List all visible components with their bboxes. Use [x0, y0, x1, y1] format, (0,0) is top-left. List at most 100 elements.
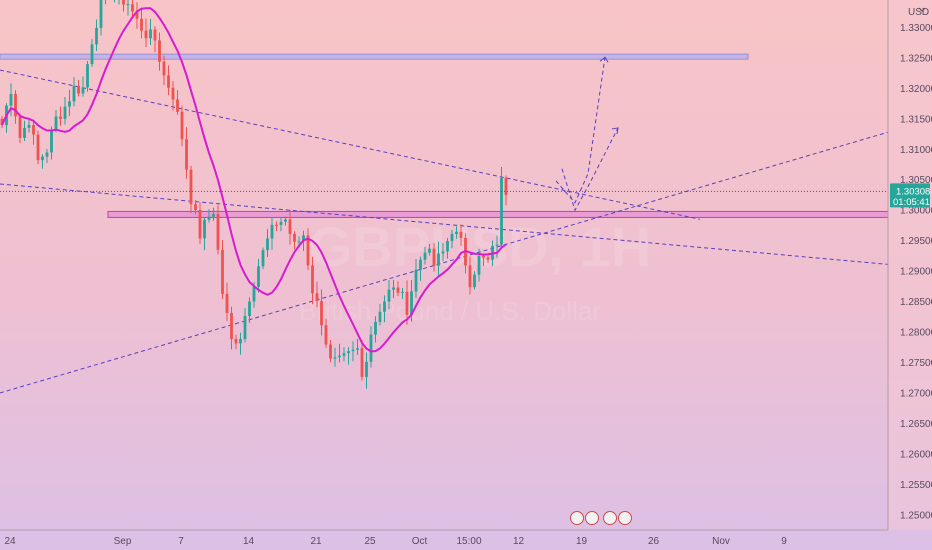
arrow-icon: [599, 56, 609, 63]
x-tick-label: 9: [781, 536, 787, 547]
trend-lines: [0, 69, 889, 394]
x-tick-label: Oct: [412, 536, 428, 547]
y-tick-label: 1.26000: [900, 449, 932, 460]
candle-body: [45, 152, 49, 157]
candle-body: [338, 355, 341, 358]
candle-body: [387, 289, 391, 302]
x-tick-label: 21: [310, 536, 322, 547]
candle-body: [486, 257, 490, 260]
candle-body: [428, 248, 431, 253]
candle-body: [306, 235, 310, 266]
trend-line: [0, 69, 701, 220]
events-markers[interactable]: [570, 511, 632, 525]
candle-body: [54, 116, 58, 130]
candle-body: [185, 139, 188, 170]
candle-body: [414, 269, 418, 292]
candle-body: [180, 111, 184, 140]
candle-body: [405, 291, 409, 315]
y-tick-label: 1.32500: [900, 53, 932, 64]
candle-body: [23, 127, 26, 138]
candle-body: [194, 204, 197, 211]
arrow-icon: [611, 127, 619, 135]
y-tick-label: 1.33000: [900, 23, 932, 34]
x-tick-labels: 24 Sep 7 14 21 25 Oct 15:00 12 19 26 Nov 9: [4, 536, 787, 547]
candle-body: [504, 177, 508, 195]
resistance-zone: [0, 53, 749, 60]
candle-body: [144, 30, 148, 39]
candle-body: [293, 233, 296, 242]
candle-body: [266, 238, 269, 251]
x-tick-label: 12: [513, 536, 525, 547]
candle-body: [77, 85, 80, 94]
candle-body: [252, 286, 256, 302]
candle-body: [122, 0, 125, 5]
price-scale[interactable]: USD 1.330001.325001.320001.315001.310001…: [887, 0, 932, 530]
candle-body: [419, 259, 422, 270]
candle-body: [401, 291, 404, 293]
candle-body: [482, 255, 485, 258]
event-flag-icon[interactable]: [585, 511, 599, 525]
candle-body: [59, 116, 62, 119]
time-scale[interactable]: 24 Sep 7 14 21 25 Oct 15:00 12 19 26 Nov 9: [0, 529, 932, 550]
candlesticks: [0, 0, 508, 389]
candle-body: [27, 124, 31, 128]
candle-body: [90, 44, 94, 65]
candle-body: [270, 224, 274, 239]
candle-body: [158, 40, 161, 62]
time-scale-background: [0, 530, 932, 550]
event-flag-icon[interactable]: [618, 511, 632, 525]
candle-body: [221, 249, 224, 294]
candle-body: [131, 4, 134, 12]
candle-body: [437, 253, 440, 266]
candle-body: [167, 75, 170, 88]
y-tick-labels: 1.33000 1.32500 1.32000 1.31500 1.31000 1.305…: [900, 23, 932, 521]
event-flag-icon[interactable]: [570, 511, 584, 525]
y-tick-label: 1.31500: [900, 114, 932, 125]
candle-body: [495, 244, 499, 246]
x-tick-label: 24: [4, 536, 16, 547]
candle-body: [342, 353, 346, 356]
price-badge-price: 1.30308: [896, 186, 930, 197]
candle-body: [72, 85, 76, 102]
currency-chevron-icon[interactable]: [918, 7, 926, 12]
candle-body: [135, 11, 139, 19]
y-tick-label: 1.26500: [900, 419, 932, 430]
candle-body: [140, 18, 143, 31]
x-tick-label: 14: [243, 536, 255, 547]
candle-body: [369, 334, 373, 362]
y-tick-label: 1.30500: [900, 175, 932, 186]
candle-body: [162, 61, 166, 76]
moving-average: [1, 7, 507, 353]
candle-body: [261, 250, 265, 267]
x-tick-label: 7: [178, 536, 184, 547]
candle-body: [216, 214, 220, 250]
candle-body: [347, 351, 350, 354]
candle-body: [212, 214, 215, 217]
projection-path: [561, 127, 619, 212]
candle-body: [459, 231, 463, 238]
y-tick-label: 1.29500: [900, 236, 932, 247]
candle-body: [423, 252, 427, 260]
candle-body: [41, 156, 44, 161]
y-tick-label: 1.25000: [900, 510, 932, 521]
ma-line: [1, 7, 507, 353]
candle-body: [153, 29, 157, 41]
candle-body: [365, 361, 368, 377]
x-tick-label: Sep: [114, 536, 132, 547]
candle-body: [239, 339, 242, 344]
candle-body: [207, 216, 211, 220]
candle-body: [257, 266, 260, 287]
candle-body: [275, 224, 278, 226]
currency-label: USD: [908, 7, 929, 18]
candle-body: [248, 301, 251, 316]
candle-body: [203, 219, 206, 239]
candle-body: [32, 124, 35, 135]
candle-body: [86, 64, 89, 88]
candle-body: [50, 129, 53, 153]
y-tick-label: 1.28500: [900, 297, 932, 308]
candle-body: [392, 287, 395, 290]
candle-body: [320, 301, 323, 326]
event-flag-icon[interactable]: [603, 511, 617, 525]
